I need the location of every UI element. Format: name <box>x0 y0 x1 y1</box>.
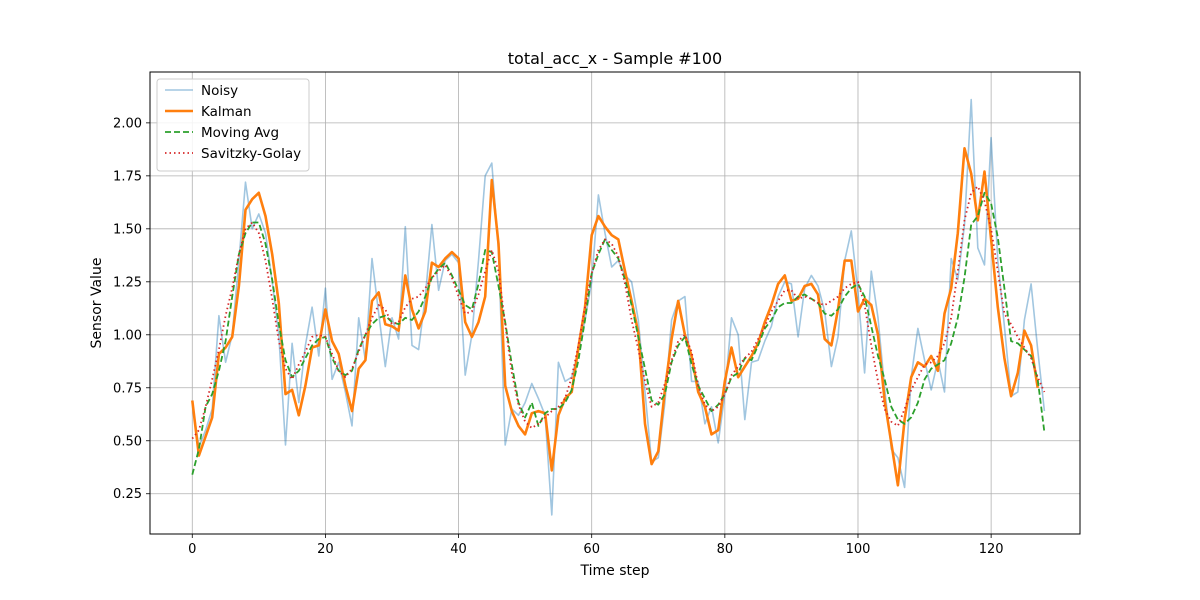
series-lines <box>191 98 1046 516</box>
legend: Noisy Kalman Moving Avg Savitzky-Golay <box>156 78 310 172</box>
grid <box>150 72 1080 534</box>
chart-title: total_acc_x - Sample #100 <box>508 49 722 69</box>
x-tick-label: 120 <box>979 542 1004 557</box>
y-tick-label: 0.25 <box>113 487 142 502</box>
y-tick-label: 1.50 <box>113 222 142 237</box>
x-tick-label: 40 <box>450 542 467 557</box>
y-tick-label: 0.50 <box>113 434 142 449</box>
series-line-kalman <box>191 147 1039 487</box>
y-tick-label: 0.75 <box>113 381 142 396</box>
legend-label-savitzky-golay: Savitzky-Golay <box>201 146 301 162</box>
y-tick-label: 2.00 <box>113 116 142 131</box>
y-tick-label: 1.25 <box>113 275 142 290</box>
x-tick-label: 100 <box>846 542 871 557</box>
y-tick-label: 1.00 <box>113 328 142 343</box>
x-tick-label: 20 <box>317 542 334 557</box>
y-tick-label: 1.75 <box>113 169 142 184</box>
series-line-moving-avg <box>191 191 1046 475</box>
series-line-savitzky-golay <box>191 185 1046 440</box>
legend-label-kalman: Kalman <box>201 104 252 120</box>
x-tick-label: 60 <box>583 542 600 557</box>
y-axis-title: Sensor Value <box>89 258 105 349</box>
x-axis-title: Time step <box>580 563 650 579</box>
legend-label-noisy: Noisy <box>201 83 238 99</box>
x-tick-label: 80 <box>717 542 734 557</box>
legend-box <box>156 78 310 172</box>
x-tick-label: 0 <box>188 542 196 557</box>
plot-frame <box>149 71 1081 535</box>
legend-label-moving-avg: Moving Avg <box>201 125 279 141</box>
axis-ticks: 0 20 40 60 80 100 120 0.25 0.50 0.75 1.00 1.25 1.50 1… <box>113 116 1003 557</box>
